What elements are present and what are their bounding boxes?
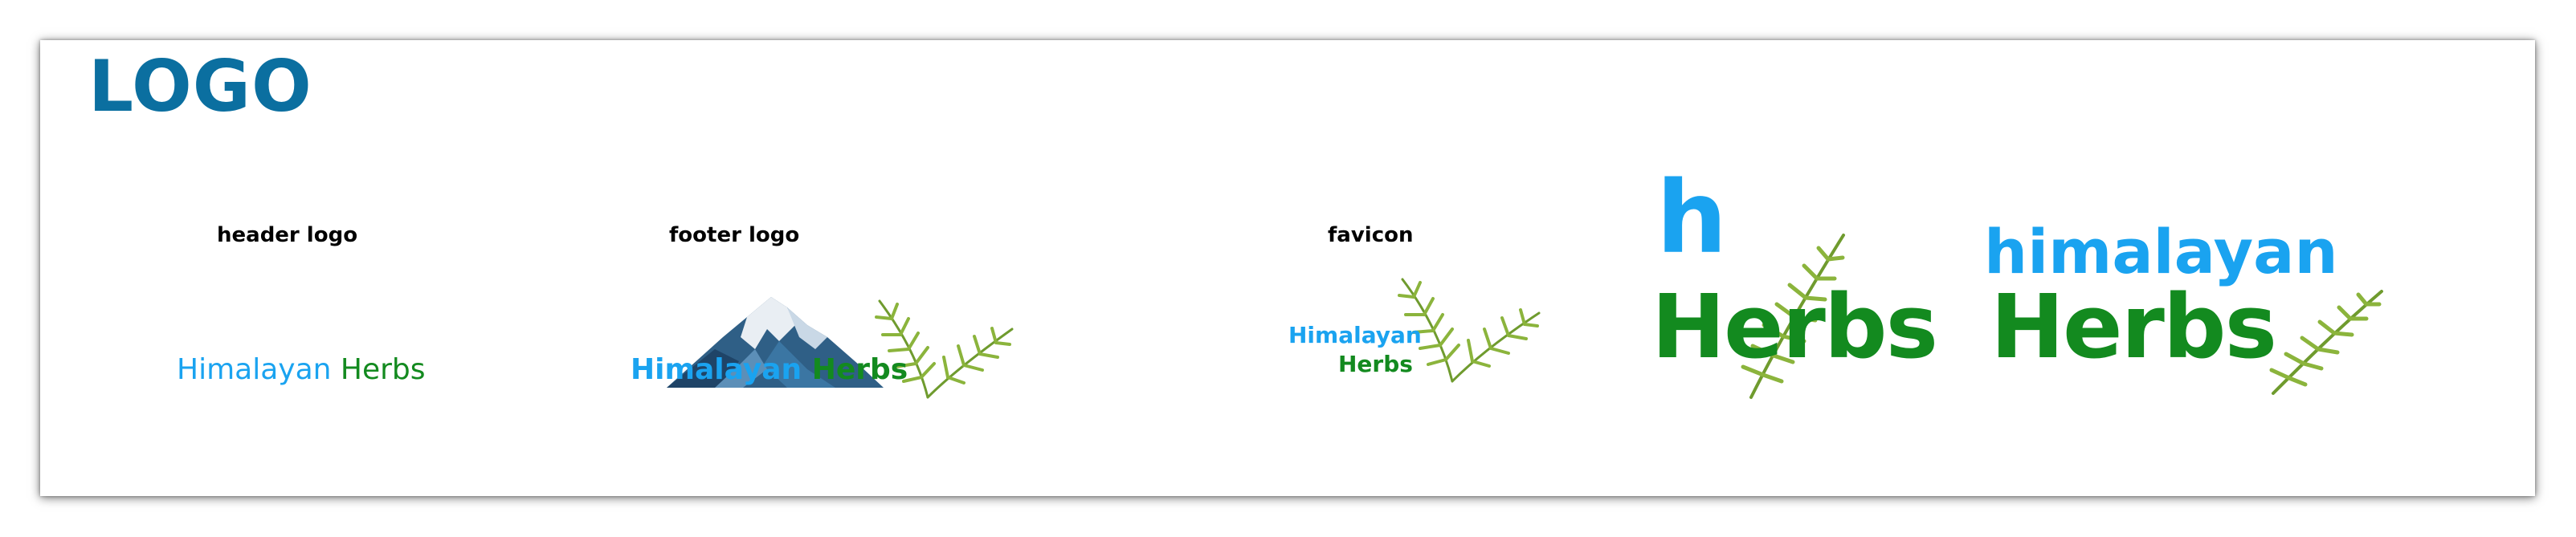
header-logo-label: header logo — [217, 223, 358, 247]
page-title: LOGO — [88, 45, 312, 128]
header-logo: Himalayan Herbs — [177, 356, 426, 384]
logo-herbs-text-2: Herbs — [1990, 275, 2277, 378]
palm-leaf-icon — [1741, 234, 1845, 399]
palm-leaf-icon — [2269, 290, 2383, 395]
footer-logo-word-2: Herbs — [811, 353, 908, 386]
palm-leaf-icon — [875, 299, 1014, 399]
logo-himalayan-text: himalayan — [1984, 216, 2338, 287]
logo-sheet-card — [40, 40, 2535, 496]
favicon-word-1: Himalayan — [1288, 322, 1422, 348]
favicon-label: favicon — [1328, 223, 1414, 247]
favicon-word-2: Herbs — [1338, 351, 1413, 377]
footer-logo-label: footer logo — [669, 223, 800, 247]
logo-herbs-text: Herbs — [1651, 275, 1938, 378]
logo-initial: h — [1656, 161, 1728, 276]
header-logo-word-1: Himalayan — [177, 353, 332, 386]
palm-leaf-icon — [1398, 278, 1541, 383]
footer-logo-word-1: Himalayan — [631, 353, 802, 386]
mountain-icon — [667, 297, 884, 388]
header-logo-word-2: Herbs — [340, 353, 426, 386]
footer-logo-text: Himalayan Herbs — [631, 356, 908, 384]
